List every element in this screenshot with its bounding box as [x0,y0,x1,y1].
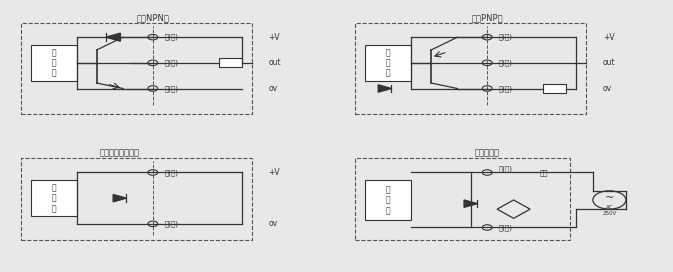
Bar [365,45,411,81]
Text: ov: ov [269,84,277,93]
Text: 直流PNP型: 直流PNP型 [471,13,503,22]
Text: 负载: 负载 [540,169,548,176]
Text: ov: ov [603,84,612,93]
Polygon shape [113,194,127,202]
Bar [365,180,411,220]
Bar [355,158,570,240]
Bar [21,23,252,114]
Bar [30,180,77,217]
Text: 红(棕): 红(棕) [164,34,178,41]
Polygon shape [378,85,392,92]
Bar [355,23,586,114]
Text: out: out [269,58,281,67]
Text: 黄(黑): 黄(黑) [499,60,513,66]
Text: 主
电
路: 主 电 路 [51,48,56,78]
Text: 红(棕): 红(棕) [499,34,513,41]
Text: ~: ~ [605,193,614,203]
Text: ov: ov [269,219,277,228]
Text: 蓝(蓝): 蓝(蓝) [164,85,178,92]
Text: 红(棕): 红(棕) [164,169,178,176]
Text: 直流对射式发射器: 直流对射式发射器 [100,149,140,158]
Bar [21,158,252,240]
Text: 主
电
路: 主 电 路 [51,183,56,213]
Text: AC
250V: AC 250V [602,205,616,216]
Text: 蓝(蓝): 蓝(蓝) [164,221,178,227]
Polygon shape [106,33,120,41]
Text: 主
电
路: 主 电 路 [386,48,390,78]
Bar [30,45,77,81]
Text: +V: +V [269,168,280,177]
Bar [543,84,567,93]
Text: +V: +V [603,33,614,42]
Polygon shape [464,200,477,207]
Text: 蓝(蓝): 蓝(蓝) [499,224,513,231]
Bar [219,58,242,67]
Text: 蓝(蓝): 蓝(蓝) [499,85,513,92]
Text: out: out [603,58,615,67]
Text: 主
电
路: 主 电 路 [386,185,390,215]
Text: +V: +V [269,33,280,42]
Text: 红(棕): 红(棕) [499,165,513,172]
Text: 直流NPN型: 直流NPN型 [137,13,169,22]
Text: 交流二线型: 交流二线型 [474,149,499,158]
Text: 黄(黑): 黄(黑) [164,60,178,66]
